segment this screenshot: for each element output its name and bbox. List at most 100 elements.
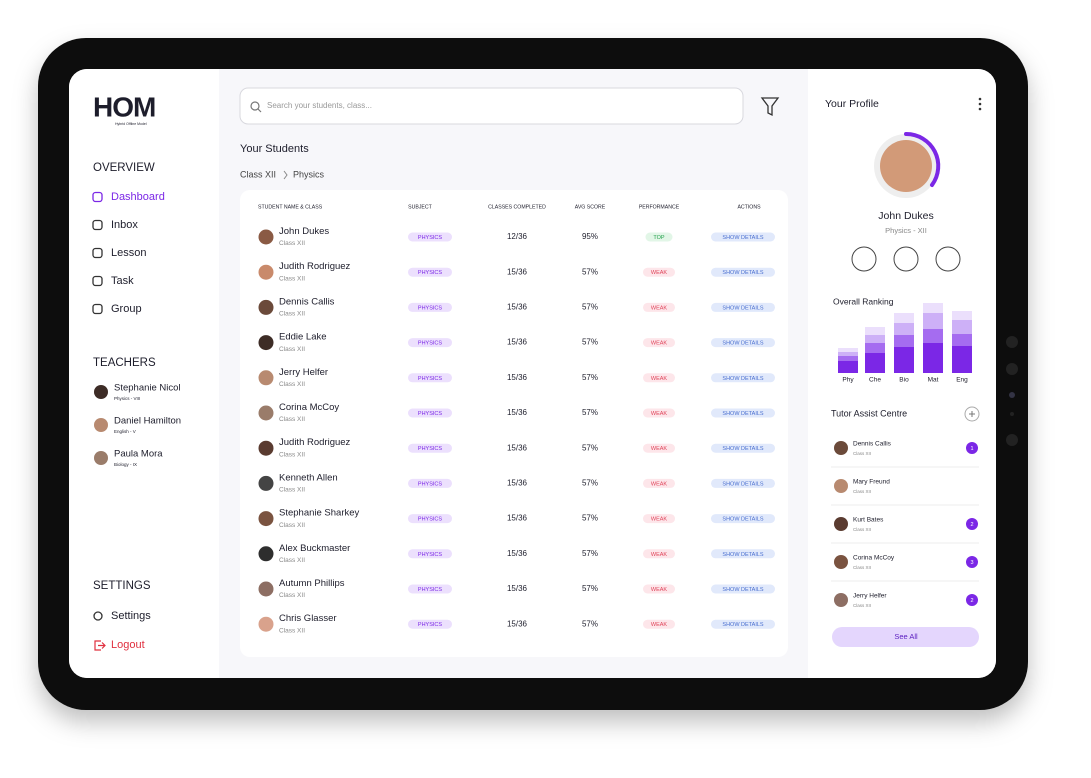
badge-count: 3 bbox=[970, 560, 973, 566]
classes-completed: 15/36 bbox=[507, 514, 528, 523]
subject-tag: PHYSICS bbox=[418, 587, 442, 593]
show-details-button[interactable]: SHOW DETAILS bbox=[722, 517, 763, 523]
performance-tag: WEAK bbox=[651, 517, 668, 523]
see-all-button[interactable] bbox=[832, 627, 979, 647]
student-class: Class XII bbox=[279, 416, 305, 423]
menu-item[interactable]: Task bbox=[111, 275, 134, 287]
performance-tag-bg bbox=[643, 302, 675, 312]
profile-name: John Dukes bbox=[878, 210, 933, 222]
show-details-button-bg[interactable] bbox=[711, 338, 775, 348]
show-details-button-bg[interactable] bbox=[711, 514, 775, 524]
teacher-name[interactable]: Paula Mora bbox=[114, 449, 163, 460]
profile-actions[interactable] bbox=[851, 246, 961, 272]
tutor-avatar bbox=[834, 441, 848, 455]
avg-score: 57% bbox=[582, 584, 598, 593]
breadcrumb[interactable]: Class XII bbox=[240, 169, 276, 179]
menu-item[interactable]: Group bbox=[111, 303, 142, 315]
student-name: John Dukes bbox=[279, 226, 329, 237]
student-avatar bbox=[258, 299, 274, 315]
bar-segment bbox=[865, 335, 885, 343]
search-box[interactable] bbox=[239, 87, 744, 125]
avg-score: 57% bbox=[582, 373, 598, 382]
menu-icon bbox=[92, 191, 103, 203]
avg-score: 57% bbox=[582, 267, 598, 276]
classes-completed: 15/36 bbox=[507, 408, 528, 417]
see-all-label[interactable]: See All bbox=[894, 632, 918, 641]
bar-segment bbox=[952, 320, 972, 334]
show-details-button-bg[interactable] bbox=[711, 373, 775, 383]
section-heading: TEACHERS bbox=[93, 357, 156, 369]
show-details-button-bg[interactable] bbox=[711, 408, 775, 418]
teacher-subject: Biology - IX bbox=[114, 462, 137, 467]
bar-segment bbox=[894, 313, 914, 323]
show-details-button-bg[interactable] bbox=[711, 478, 775, 488]
breadcrumb[interactable]: Physics bbox=[293, 169, 325, 179]
tutor-avatar bbox=[834, 517, 848, 531]
show-details-button[interactable]: SHOW DETAILS bbox=[722, 376, 763, 382]
teacher-name[interactable]: Daniel Hamilton bbox=[114, 416, 181, 427]
subject-tag-bg bbox=[408, 232, 452, 242]
menu-item[interactable]: Lesson bbox=[111, 247, 146, 259]
x-tick-label: Mat bbox=[928, 377, 939, 384]
show-details-button-bg[interactable] bbox=[711, 443, 775, 453]
show-details-button[interactable]: SHOW DETAILS bbox=[722, 622, 763, 628]
logout-link[interactable]: Logout bbox=[111, 639, 145, 651]
show-details-button[interactable]: SHOW DETAILS bbox=[722, 552, 763, 558]
subject-tag: PHYSICS bbox=[418, 305, 442, 311]
section-heading: SETTINGS bbox=[93, 580, 151, 592]
show-details-button[interactable]: SHOW DETAILS bbox=[722, 446, 763, 452]
student-name: Corina McCoy bbox=[279, 402, 339, 413]
bar-segment bbox=[838, 356, 858, 361]
student-class: Class XII bbox=[279, 451, 305, 458]
teacher-avatar bbox=[94, 418, 108, 432]
student-class: Class XII bbox=[279, 522, 305, 529]
show-details-button-bg[interactable] bbox=[711, 619, 775, 629]
show-details-button-bg[interactable] bbox=[711, 232, 775, 242]
show-details-button[interactable]: SHOW DETAILS bbox=[722, 481, 763, 487]
student-class: Class XII bbox=[279, 311, 305, 318]
student-class: Class XII bbox=[279, 381, 305, 388]
show-details-button[interactable]: SHOW DETAILS bbox=[722, 270, 763, 276]
classes-completed: 15/36 bbox=[507, 373, 528, 382]
performance-tag-bg bbox=[645, 232, 673, 242]
bar-segment bbox=[894, 323, 914, 335]
x-tick-label: Che bbox=[869, 377, 881, 384]
teacher-name[interactable]: Stephanie Nicol bbox=[114, 383, 181, 394]
show-details-button[interactable]: SHOW DETAILS bbox=[722, 341, 763, 347]
show-details-button[interactable]: SHOW DETAILS bbox=[722, 587, 763, 593]
subject-tag-bg bbox=[408, 443, 452, 453]
tutor-class: Class XII bbox=[853, 527, 871, 532]
show-details-button-bg[interactable] bbox=[711, 584, 775, 594]
tutor-name[interactable]: Jerry Helfer bbox=[853, 593, 887, 600]
performance-tag: WEAK bbox=[651, 341, 668, 347]
subject-tag-bg bbox=[408, 267, 452, 277]
menu-item[interactable]: Dashboard bbox=[111, 191, 165, 203]
table-header: CLASSES COMPLETED bbox=[488, 204, 546, 210]
avg-score: 57% bbox=[582, 443, 598, 452]
tutor-name[interactable]: Dennis Callis bbox=[853, 441, 892, 448]
show-details-button[interactable]: SHOW DETAILS bbox=[722, 235, 763, 241]
menu-dots[interactable] bbox=[978, 97, 982, 111]
show-details-button[interactable]: SHOW DETAILS bbox=[722, 305, 763, 311]
performance-tag: WEAK bbox=[651, 270, 668, 276]
subject-tag: PHYSICS bbox=[418, 341, 442, 347]
menu-item[interactable]: Inbox bbox=[111, 219, 138, 231]
student-class: Class XII bbox=[279, 275, 305, 282]
tutor-name[interactable]: Kurt Bates bbox=[853, 517, 884, 524]
badge bbox=[966, 442, 978, 454]
tutor-name[interactable]: Corina McCoy bbox=[853, 555, 895, 562]
settings-link[interactable]: Settings bbox=[111, 610, 151, 622]
student-avatar bbox=[258, 511, 274, 527]
tutor-name[interactable]: Mary Freund bbox=[853, 479, 890, 486]
show-details-button-bg[interactable] bbox=[711, 267, 775, 277]
classes-completed: 15/36 bbox=[507, 549, 528, 558]
performance-tag: WEAK bbox=[651, 552, 668, 558]
show-details-button-bg[interactable] bbox=[711, 549, 775, 559]
filter-button[interactable] bbox=[760, 97, 780, 117]
classes-completed: 15/36 bbox=[507, 267, 528, 276]
bar-segment bbox=[865, 353, 885, 373]
bar-segment bbox=[894, 347, 914, 373]
subject-tag: PHYSICS bbox=[418, 411, 442, 417]
show-details-button[interactable]: SHOW DETAILS bbox=[722, 411, 763, 417]
show-details-button-bg[interactable] bbox=[711, 302, 775, 312]
